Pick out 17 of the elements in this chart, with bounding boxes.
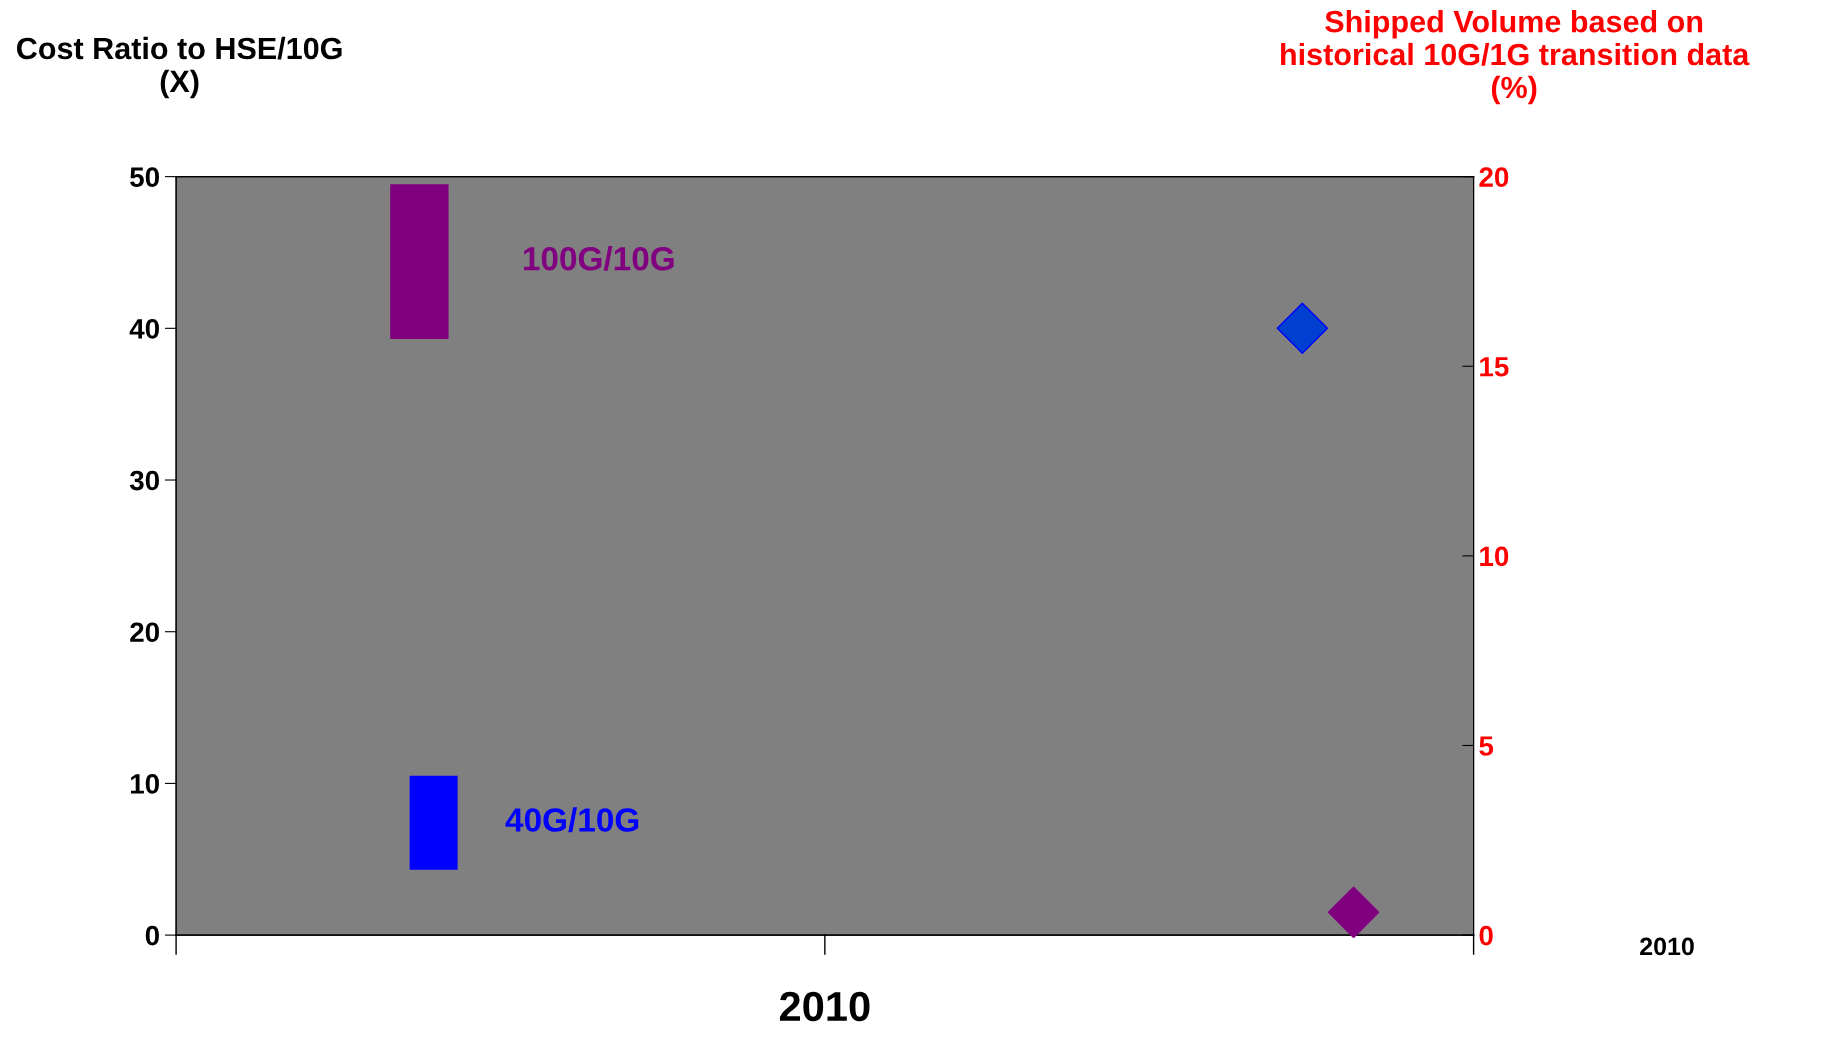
y-tick-label: 50: [130, 167, 159, 187]
y-tick-label: 0: [145, 925, 159, 946]
y2-tick-label: 10: [1480, 546, 1509, 567]
y-tick-label: 20: [130, 622, 159, 643]
y2-tick-label: 0: [1479, 925, 1493, 946]
y-tick-label: 30: [129, 470, 159, 491]
y-axis-title: Cost Ratio to HSE/10G (X): [17, 36, 342, 99]
text: 100G/10G: [523, 246, 674, 271]
series-label: 40G/10G: [505, 807, 639, 833]
text: 2010: [1640, 937, 1694, 956]
y2-tick-label: 15: [1480, 357, 1509, 377]
y-tick-label: 40: [129, 318, 159, 339]
y2-tick-label: 20: [1479, 167, 1509, 187]
y2-tick-label: 5: [1479, 736, 1494, 756]
y2-axis-title: Shipped Volume based on historical 10G/1G transition data (%): [1281, 9, 1750, 105]
y-tick-label: 10: [130, 774, 159, 794]
x-axis-title: 2010: [779, 991, 870, 1022]
